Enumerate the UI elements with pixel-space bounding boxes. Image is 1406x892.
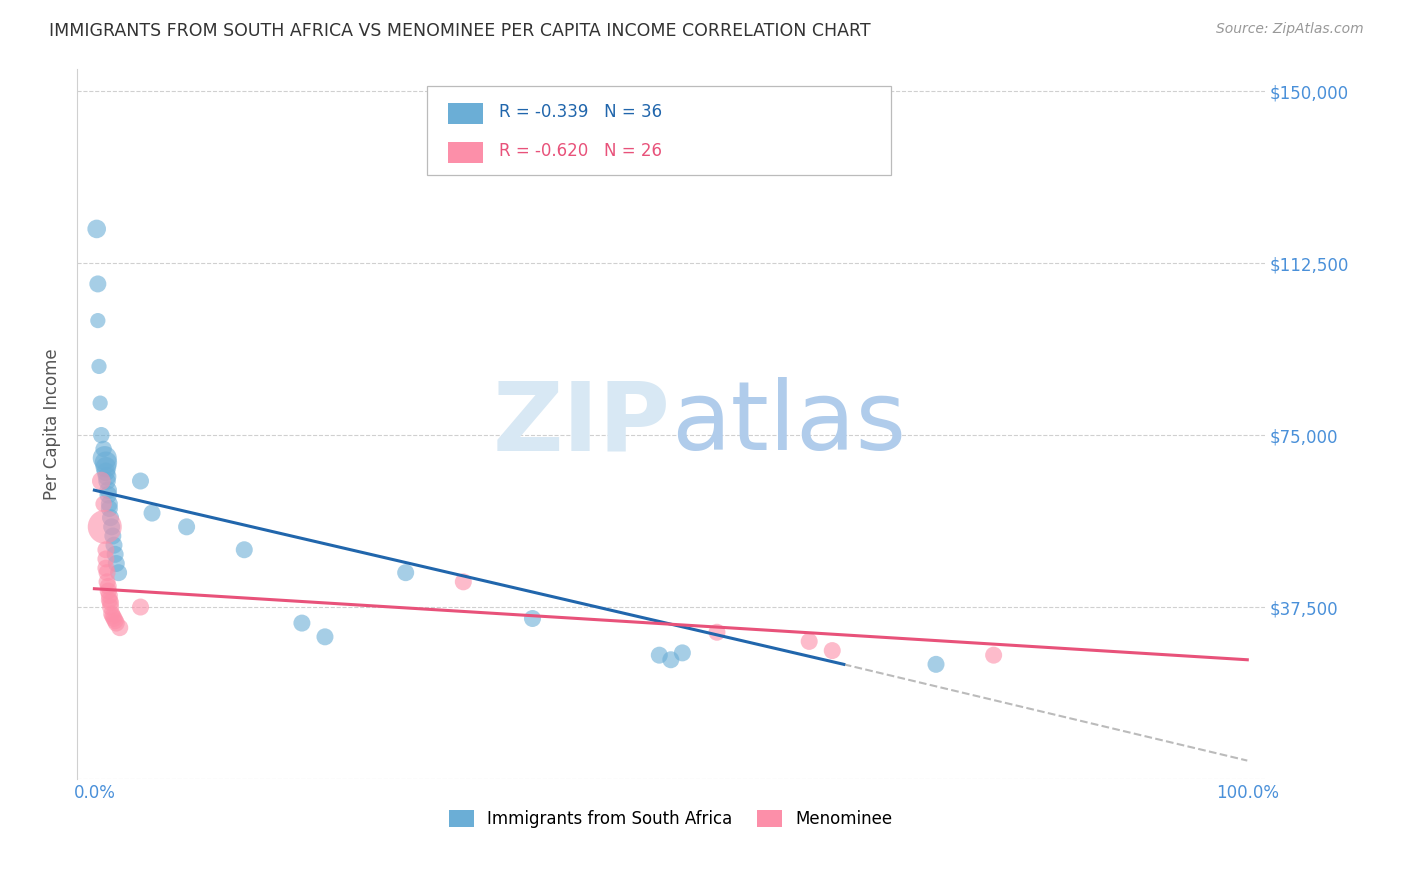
Point bbox=[983, 648, 1005, 662]
Point bbox=[104, 614, 127, 628]
Point bbox=[925, 657, 948, 672]
Point bbox=[100, 520, 122, 534]
Point bbox=[706, 625, 728, 640]
Point bbox=[96, 474, 118, 488]
Point bbox=[94, 460, 117, 475]
Point bbox=[103, 538, 125, 552]
Point bbox=[291, 616, 314, 631]
Point bbox=[97, 488, 120, 502]
Text: atlas: atlas bbox=[671, 377, 905, 470]
Point bbox=[233, 542, 256, 557]
Text: R = -0.339   N = 36: R = -0.339 N = 36 bbox=[499, 103, 662, 121]
Point bbox=[89, 396, 111, 410]
Point bbox=[87, 359, 110, 374]
Point bbox=[87, 277, 110, 291]
Point bbox=[100, 510, 122, 524]
Point bbox=[141, 506, 163, 520]
FancyBboxPatch shape bbox=[447, 103, 484, 124]
Point bbox=[86, 222, 108, 236]
Legend: Immigrants from South Africa, Menominee: Immigrants from South Africa, Menominee bbox=[441, 803, 900, 835]
Point bbox=[94, 552, 117, 566]
Point bbox=[94, 561, 117, 575]
Point bbox=[314, 630, 336, 644]
Text: IMMIGRANTS FROM SOUTH AFRICA VS MENOMINEE PER CAPITA INCOME CORRELATION CHART: IMMIGRANTS FROM SOUTH AFRICA VS MENOMINE… bbox=[49, 22, 870, 40]
Point bbox=[176, 520, 198, 534]
Point bbox=[96, 469, 118, 483]
Point bbox=[97, 579, 120, 593]
Point bbox=[98, 501, 121, 516]
Y-axis label: Per Capita Income: Per Capita Income bbox=[44, 348, 60, 500]
FancyBboxPatch shape bbox=[447, 142, 484, 163]
Point bbox=[101, 529, 124, 543]
Point bbox=[108, 621, 131, 635]
Point bbox=[129, 600, 152, 615]
Point bbox=[90, 474, 112, 488]
Point bbox=[821, 643, 844, 657]
Point bbox=[105, 557, 128, 571]
Point bbox=[98, 589, 121, 603]
Point bbox=[97, 584, 120, 599]
Point bbox=[94, 451, 117, 466]
Point bbox=[659, 653, 682, 667]
Point bbox=[648, 648, 671, 662]
Point bbox=[105, 616, 128, 631]
Point bbox=[100, 595, 122, 609]
Point bbox=[94, 520, 117, 534]
FancyBboxPatch shape bbox=[427, 87, 890, 175]
Point bbox=[94, 456, 117, 470]
Point bbox=[104, 547, 127, 561]
Point bbox=[93, 497, 115, 511]
Point bbox=[94, 542, 117, 557]
Point bbox=[103, 611, 125, 625]
Point bbox=[522, 611, 544, 625]
Point bbox=[107, 566, 129, 580]
Point bbox=[100, 600, 122, 615]
Point bbox=[97, 483, 120, 498]
Point bbox=[98, 593, 121, 607]
Point bbox=[98, 497, 121, 511]
Text: Source: ZipAtlas.com: Source: ZipAtlas.com bbox=[1216, 22, 1364, 37]
Point bbox=[96, 574, 118, 589]
Point bbox=[100, 607, 122, 621]
Point bbox=[799, 634, 821, 648]
Point bbox=[671, 646, 693, 660]
Point bbox=[101, 609, 124, 624]
Point bbox=[94, 465, 117, 479]
Text: ZIP: ZIP bbox=[494, 377, 671, 470]
Point bbox=[395, 566, 418, 580]
Text: R = -0.620   N = 26: R = -0.620 N = 26 bbox=[499, 142, 662, 160]
Point bbox=[129, 474, 152, 488]
Point bbox=[90, 428, 112, 442]
Point bbox=[453, 574, 475, 589]
Point bbox=[96, 566, 118, 580]
Point bbox=[87, 313, 110, 327]
Point bbox=[93, 442, 115, 456]
